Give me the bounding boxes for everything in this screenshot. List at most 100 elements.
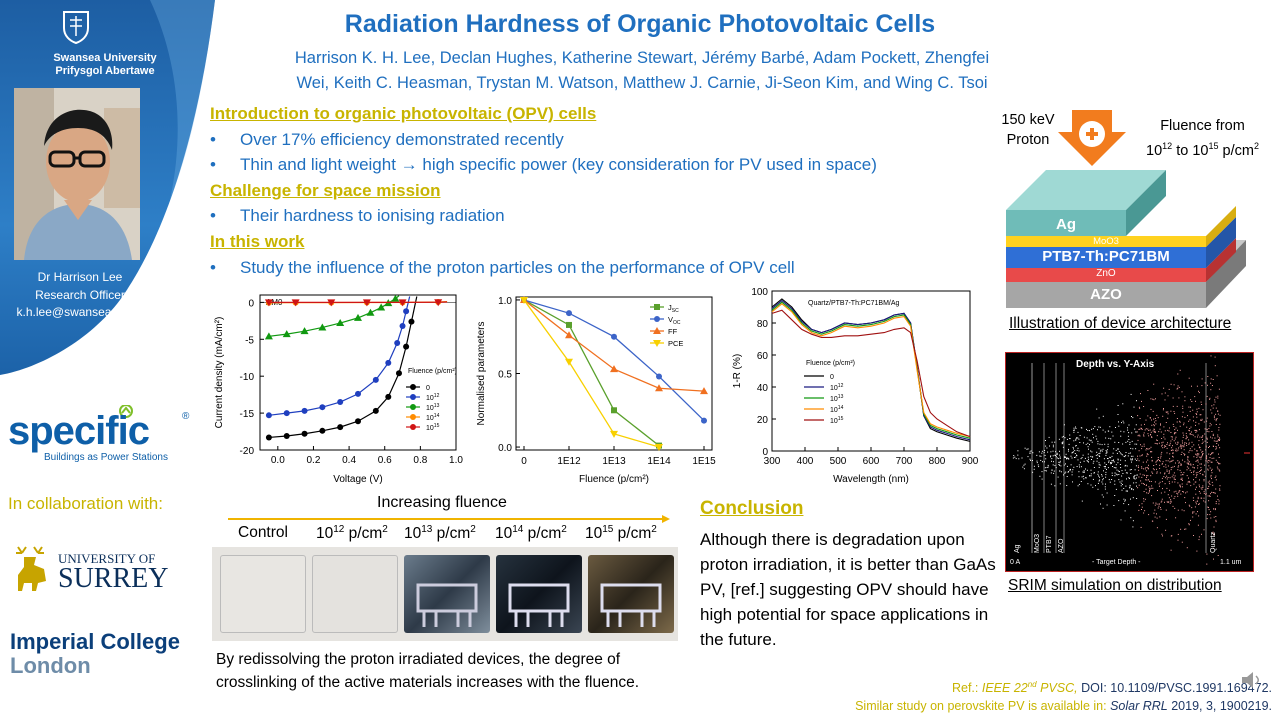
srim-particle <box>1188 420 1190 422</box>
sample-1e12 <box>312 555 398 633</box>
srim-particle <box>1134 474 1136 476</box>
srim-particle <box>1105 450 1107 452</box>
jv-data-point <box>385 393 392 400</box>
srim-particle <box>1148 479 1149 481</box>
srim-particle <box>1065 463 1066 465</box>
srim-particle <box>1082 471 1084 473</box>
srim-particle <box>1196 453 1198 455</box>
srim-particle <box>1116 474 1118 476</box>
srim-particle <box>1153 383 1155 385</box>
device-caption: Illustration of device architecture <box>1009 315 1232 332</box>
srim-particle <box>1103 458 1105 460</box>
srim-particle <box>1191 450 1193 452</box>
srim-particle <box>1146 492 1148 494</box>
srim-particle <box>1183 491 1184 493</box>
srim-particle <box>1027 448 1029 450</box>
norm-data-point <box>565 358 573 366</box>
srim-particle <box>1138 450 1140 452</box>
work-heading: In this work <box>210 232 305 251</box>
srim-particle <box>1209 460 1211 462</box>
reference-1[interactable]: Ref.: IEEE 22nd PVSC, DOI: 10.1109/PVSC.… <box>951 680 1272 696</box>
srim-particle <box>1131 416 1132 417</box>
srim-particle <box>1073 448 1074 450</box>
srim-particle <box>1192 516 1194 518</box>
srim-particle <box>1200 401 1202 403</box>
srim-particle <box>1211 481 1213 483</box>
srim-particle <box>1195 493 1197 495</box>
srim-particle <box>1024 447 1026 449</box>
reference-2[interactable]: Similar study on perovskite PV is availa… <box>855 699 1272 713</box>
srim-particle <box>1106 492 1108 494</box>
jv-data-point <box>399 323 406 329</box>
srim-simulation-image: Depth vs. Y-Axis 0 A - Target Depth - 1.… <box>1005 352 1254 572</box>
srim-particle <box>1087 453 1089 455</box>
srim-particle <box>1097 473 1099 475</box>
jv-y-tick-label: -5 <box>245 335 254 346</box>
srim-particle <box>1134 458 1136 460</box>
srim-particle <box>1202 453 1203 455</box>
srim-particle <box>1138 504 1140 506</box>
jv-data-point <box>391 294 400 302</box>
srim-particle <box>1170 450 1172 451</box>
srim-particle <box>1199 436 1201 438</box>
srim-particle <box>1216 418 1218 420</box>
srim-particle <box>1218 469 1220 471</box>
srim-particle <box>1067 471 1069 473</box>
srim-particle <box>1051 458 1053 460</box>
srim-particle <box>1134 443 1136 445</box>
jv-plot-frame <box>259 294 457 451</box>
srim-particle <box>1181 445 1183 447</box>
srim-particle <box>1131 488 1133 489</box>
srim-particle <box>1177 441 1179 443</box>
srim-particle <box>1157 490 1158 491</box>
jv-data-point <box>300 327 309 335</box>
srim-particle <box>1170 501 1172 503</box>
srim-particle <box>1196 454 1198 456</box>
srim-particle <box>1145 419 1147 421</box>
srim-particle <box>1083 436 1085 438</box>
srim-particle <box>1115 488 1117 490</box>
srim-particle <box>1132 489 1134 491</box>
srim-particle <box>1098 453 1100 455</box>
srim-particle <box>1110 438 1112 440</box>
srim-particle <box>1172 449 1174 451</box>
srim-particle <box>1075 438 1077 440</box>
srim-particle <box>1112 435 1114 437</box>
specific-tagline: Buildings as Power Stations <box>44 452 168 463</box>
norm-x-tick-label: 1E14 <box>647 456 671 467</box>
srim-particle <box>1121 470 1123 472</box>
person-email[interactable]: k.h.lee@swansea.ac.uk <box>16 305 144 319</box>
srim-particle <box>1128 477 1130 479</box>
srim-particle <box>1073 431 1075 433</box>
srim-particle <box>1195 400 1196 402</box>
srim-particle <box>1156 468 1157 470</box>
srim-particle <box>1097 488 1099 490</box>
srim-particle <box>1201 533 1202 535</box>
srim-axis-mid: - Target Depth - <box>1092 559 1141 566</box>
srim-particle <box>1152 430 1154 432</box>
srim-particle <box>1199 473 1201 474</box>
srim-particle <box>1090 473 1092 475</box>
srim-particle <box>1201 436 1203 438</box>
srim-particle <box>1081 427 1083 429</box>
srim-particle <box>1076 454 1077 456</box>
srim-particle <box>1154 421 1155 423</box>
norm-x-axis-label: Fluence (p/cm²) <box>579 474 649 485</box>
srim-particle <box>1198 440 1200 442</box>
srim-particle <box>1154 516 1156 518</box>
srim-particle <box>1165 518 1167 520</box>
srim-particle <box>1122 473 1124 474</box>
srim-particle <box>1170 500 1172 502</box>
srim-particle <box>1054 454 1056 456</box>
speaker-icon[interactable] <box>1240 670 1264 690</box>
norm-y-axis-label: Normalised parameters <box>476 322 487 426</box>
srim-particle <box>1078 450 1080 452</box>
srim-particle <box>1120 430 1122 432</box>
srim-particle <box>1166 501 1168 503</box>
srim-particle <box>1032 452 1034 454</box>
srim-particle <box>1211 470 1212 472</box>
srim-particle <box>1200 449 1202 451</box>
srim-particle <box>1191 401 1193 402</box>
srim-particle <box>1121 489 1123 491</box>
srim-particle <box>1198 447 1200 449</box>
